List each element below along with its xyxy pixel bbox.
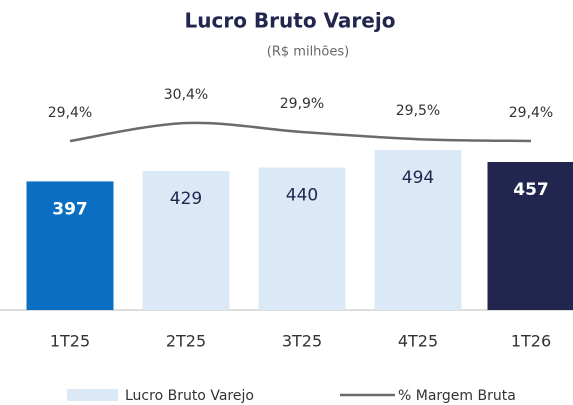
bar [374, 150, 462, 310]
x-tick-label: 4T25 [398, 332, 438, 351]
bar-value-label: 494 [402, 168, 434, 188]
legend-label: % Margem Bruta [398, 388, 516, 404]
line-value-label: 29,9% [280, 96, 324, 112]
chart-title: Lucro Bruto Varejo [185, 9, 396, 33]
legend-label: Lucro Bruto Varejo [125, 388, 254, 404]
x-tick-label: 1T26 [511, 332, 551, 351]
bar-value-label: 429 [170, 189, 202, 209]
bar [258, 167, 346, 310]
bar [26, 181, 114, 310]
legend-swatch [67, 389, 118, 401]
bar-value-label: 457 [513, 180, 549, 200]
x-tick-label: 1T25 [50, 332, 90, 351]
bar [142, 171, 230, 310]
line-value-label: 30,4% [164, 87, 208, 103]
line [69, 121, 532, 143]
bar-value-label: 397 [52, 199, 88, 219]
x-tick-label: 3T25 [282, 332, 322, 351]
x-tick-label: 2T25 [166, 332, 206, 351]
bar-value-label: 440 [286, 185, 318, 205]
line-value-label: 29,4% [48, 105, 92, 121]
line-value-label: 29,4% [509, 105, 553, 121]
bar [487, 161, 573, 310]
line-value-label: 29,5% [396, 103, 440, 119]
chart-subtitle: (R$ milhões) [267, 45, 349, 60]
